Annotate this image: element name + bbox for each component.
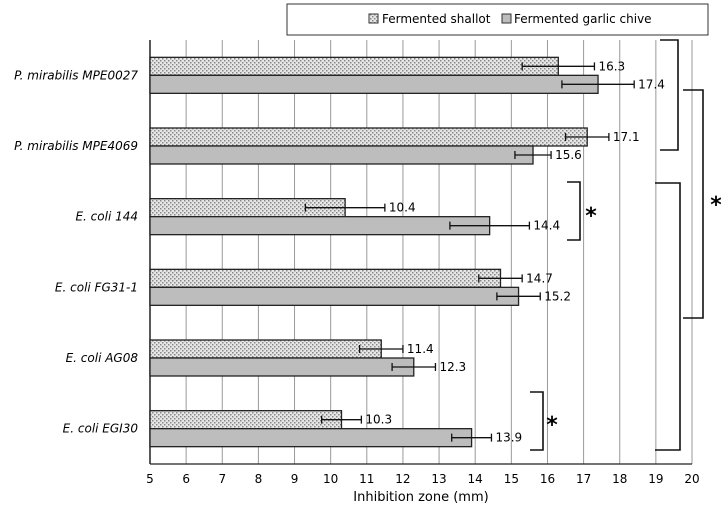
bracket-outer-right: [683, 89, 704, 319]
bracket-ecoli-144: [567, 181, 581, 241]
error-bar: [521, 62, 596, 71]
bracket-ecoli: [655, 182, 681, 451]
error-bar: [564, 133, 610, 141]
legend-swatch-shallot: [368, 13, 379, 24]
data-label: 17.1: [613, 130, 640, 144]
bar-shallot: [149, 268, 502, 288]
bar-garlic-chive: [149, 428, 473, 448]
bracket-ecoli-egi30: [530, 391, 544, 451]
legend-box: [286, 3, 709, 36]
error-bar: [358, 345, 404, 353]
x-tick-label: 17: [576, 472, 591, 486]
data-label: 13.9: [495, 431, 522, 445]
x-tick-label: 16: [540, 472, 555, 486]
data-label: 14.7: [526, 271, 553, 285]
data-label: 10.4: [389, 201, 416, 215]
significance-star-main: *: [710, 193, 721, 218]
bar-garlic-chive: [149, 216, 491, 236]
category-label: P. mirabilis MPE4069: [14, 139, 138, 153]
category-label: E. coli 144: [75, 210, 138, 224]
significance-star-ecoli-egi30: *: [546, 413, 558, 438]
data-label: 12.3: [439, 360, 466, 374]
data-label: 17.4: [638, 77, 665, 91]
x-tick-label: 5: [146, 472, 154, 486]
legend-label-shallot: Fermented shallot: [382, 12, 491, 26]
bar-garlic-chive: [149, 145, 534, 165]
category-label: E. coli FG31-1: [55, 280, 138, 294]
bar-shallot: [149, 339, 382, 359]
significance-star-ecoli-144: *: [585, 204, 597, 229]
legend-swatch-garlic-chive: [501, 13, 512, 24]
error-bar: [561, 80, 635, 89]
bar-shallot: [149, 56, 559, 76]
category-label: E. coli AG08: [66, 351, 139, 365]
data-label: 14.4: [533, 219, 560, 233]
data-label: 15.2: [544, 289, 571, 303]
category-label: P. mirabilis MPE0027: [14, 68, 138, 82]
data-label: 16.3: [598, 59, 625, 73]
x-tick-label: 8: [255, 472, 263, 486]
x-tick-label: 10: [323, 472, 338, 486]
x-tick-label: 15: [504, 472, 519, 486]
x-tick-label: 11: [359, 472, 374, 486]
error-bar: [449, 221, 531, 230]
data-label: 11.4: [407, 342, 434, 356]
category-label: E. coli EGI30: [63, 422, 139, 436]
bar-garlic-chive: [149, 74, 599, 94]
legend-label-garlic-chive: Fermented garlic chive: [514, 12, 652, 26]
x-axis-title: Inhibition zone (mm): [353, 490, 488, 505]
error-bar: [451, 433, 493, 442]
x-tick-label: 6: [182, 472, 190, 486]
x-tick-label: 7: [218, 472, 226, 486]
significance-brackets: [530, 39, 704, 451]
x-tick-label: 20: [684, 472, 699, 486]
x-tick-label: 12: [395, 472, 410, 486]
bar-garlic-chive: [149, 357, 415, 377]
error-bar: [391, 363, 437, 371]
x-tick-label: 18: [612, 472, 627, 486]
x-tick-label: 19: [648, 472, 663, 486]
x-tick-label: 9: [291, 472, 299, 486]
error-bar: [304, 203, 386, 212]
x-tick-label: 14: [468, 472, 483, 486]
error-bar: [320, 415, 363, 424]
error-bar: [514, 151, 552, 159]
legend: Fermented shallot Fermented garlic chive: [286, 3, 709, 36]
error-bar: [478, 274, 523, 283]
x-tick-label: 13: [431, 472, 446, 486]
bar-shallot: [149, 127, 588, 147]
data-label: 10.3: [365, 413, 392, 427]
bracket-pmirabilis: [660, 39, 679, 151]
error-bar: [496, 292, 541, 301]
data-label: 15.6: [555, 148, 582, 162]
bar-shallot: [149, 410, 343, 430]
bar-garlic-chive: [149, 286, 520, 306]
